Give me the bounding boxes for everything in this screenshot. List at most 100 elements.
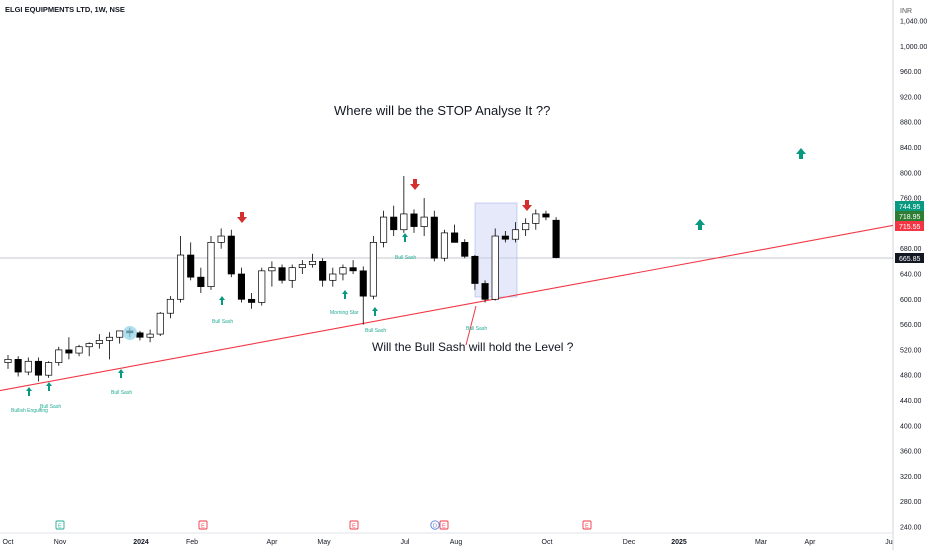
candlestick-series bbox=[4, 175, 560, 382]
price-tag-label: 744.95 bbox=[899, 204, 921, 211]
event-marker-label: E bbox=[201, 524, 205, 530]
candle-body bbox=[349, 267, 357, 272]
candle bbox=[258, 267, 266, 306]
candle-body bbox=[511, 229, 520, 240]
pattern-label: Bull Sash bbox=[365, 328, 386, 334]
price-axis[interactable]: INR 1,040.00 1,000.00 960.00 920.00 880.00 84… bbox=[892, 0, 927, 550]
pattern-label: Bullish Engulfing bbox=[11, 408, 48, 414]
time-label: May bbox=[317, 539, 331, 546]
candle bbox=[471, 255, 479, 290]
candle-body bbox=[308, 261, 317, 265]
up-arrow-icon bbox=[219, 296, 225, 305]
candle bbox=[400, 175, 408, 233]
candle bbox=[298, 260, 306, 274]
price-tick-label: 360.00 bbox=[900, 449, 922, 456]
time-label: Aug bbox=[450, 539, 463, 546]
pointer-line bbox=[465, 305, 477, 346]
candle bbox=[542, 210, 550, 221]
candle bbox=[227, 229, 235, 278]
event-marker-label: E bbox=[58, 524, 62, 530]
candle-body bbox=[95, 340, 103, 344]
candle-body bbox=[116, 330, 124, 338]
time-label: Ju bbox=[885, 539, 893, 546]
time-label: Apr bbox=[267, 539, 279, 546]
candle bbox=[24, 357, 32, 376]
price-tag-bg bbox=[895, 221, 924, 231]
symbol-title: ELGI EQUIPMENTS LTD, 1W, NSE bbox=[5, 5, 125, 14]
event-marker-icon[interactable]: E bbox=[439, 520, 449, 530]
price-tag-bg bbox=[895, 211, 924, 221]
time-label: 2025 bbox=[671, 539, 687, 546]
price-tick-label: 440.00 bbox=[900, 398, 922, 405]
candle-body bbox=[34, 360, 43, 376]
candle-body bbox=[258, 270, 266, 303]
candle-body bbox=[177, 254, 185, 300]
candle bbox=[65, 337, 73, 360]
event-marker-icon[interactable]: E bbox=[349, 520, 359, 530]
candle-body bbox=[4, 359, 12, 363]
candle bbox=[146, 329, 154, 343]
up-arrow-icon bbox=[342, 290, 348, 299]
candle bbox=[288, 264, 296, 288]
candle-body bbox=[329, 273, 337, 281]
candle-body bbox=[217, 235, 225, 243]
pattern-label: Morning Star bbox=[330, 310, 359, 316]
price-tick-label: 800.00 bbox=[900, 170, 922, 177]
candle bbox=[177, 236, 185, 303]
pattern-label: Bull Sash bbox=[212, 319, 233, 325]
candle bbox=[329, 267, 337, 287]
candle-body bbox=[298, 264, 306, 269]
candle bbox=[440, 229, 449, 262]
candle bbox=[359, 266, 367, 325]
candle bbox=[105, 332, 114, 360]
candle-body bbox=[237, 273, 246, 300]
price-tick-label: 240.00 bbox=[900, 525, 922, 532]
candle-body bbox=[146, 333, 154, 338]
price-tick-labels: 1,040.00 1,000.00 960.00 920.00 880.00 840.00… bbox=[900, 19, 927, 532]
candle-body bbox=[227, 235, 235, 275]
candle-body bbox=[491, 235, 499, 300]
candle bbox=[4, 354, 12, 369]
event-marker-icon[interactable]: E bbox=[198, 520, 208, 530]
price-tag-label: 715.55 bbox=[899, 224, 921, 231]
candle bbox=[166, 296, 174, 319]
candle-body bbox=[542, 213, 550, 218]
candle bbox=[430, 210, 438, 262]
candle-body bbox=[410, 213, 418, 227]
down-arrow-icon bbox=[237, 212, 247, 223]
time-label: Nov bbox=[54, 539, 67, 546]
price-tick-label: 400.00 bbox=[900, 423, 922, 430]
candle bbox=[491, 228, 499, 301]
candle bbox=[55, 346, 63, 366]
question-annotation: Will the Bull Sash will hold the Level ? bbox=[372, 340, 574, 354]
price-tick-label: 640.00 bbox=[900, 272, 922, 279]
candle bbox=[207, 236, 215, 290]
candle bbox=[116, 330, 124, 344]
time-axis[interactable]: Oct Nov 2024 Feb Apr May Jul Aug Oct Dec 2025 Mar Ap… bbox=[0, 532, 893, 546]
candle bbox=[95, 334, 103, 349]
event-marker-icon[interactable]: E bbox=[55, 520, 65, 530]
candle bbox=[45, 361, 53, 378]
candle-body bbox=[45, 362, 53, 376]
event-marker-label: E bbox=[352, 524, 356, 530]
price-tag-label: 665.85 bbox=[899, 256, 921, 263]
event-marker-icon[interactable]: D bbox=[430, 520, 440, 530]
time-label: Apr bbox=[805, 539, 817, 546]
price-tick-label: 1,000.00 bbox=[900, 44, 927, 51]
candle-body bbox=[440, 232, 449, 259]
trendline[interactable] bbox=[0, 224, 894, 392]
candle bbox=[308, 253, 317, 268]
price-tick-label: 600.00 bbox=[900, 297, 922, 304]
currency-label: INR bbox=[900, 8, 912, 15]
candle bbox=[156, 311, 164, 336]
time-label: Oct bbox=[542, 539, 553, 546]
up-arrow-icon bbox=[372, 307, 378, 316]
event-marker-icon[interactable]: E bbox=[582, 520, 592, 530]
up-arrows bbox=[26, 148, 806, 396]
price-tag-bg bbox=[895, 201, 924, 211]
price-tick-label: 880.00 bbox=[900, 120, 922, 127]
pattern-label: Bull Sash bbox=[466, 326, 487, 332]
candle bbox=[136, 330, 144, 341]
